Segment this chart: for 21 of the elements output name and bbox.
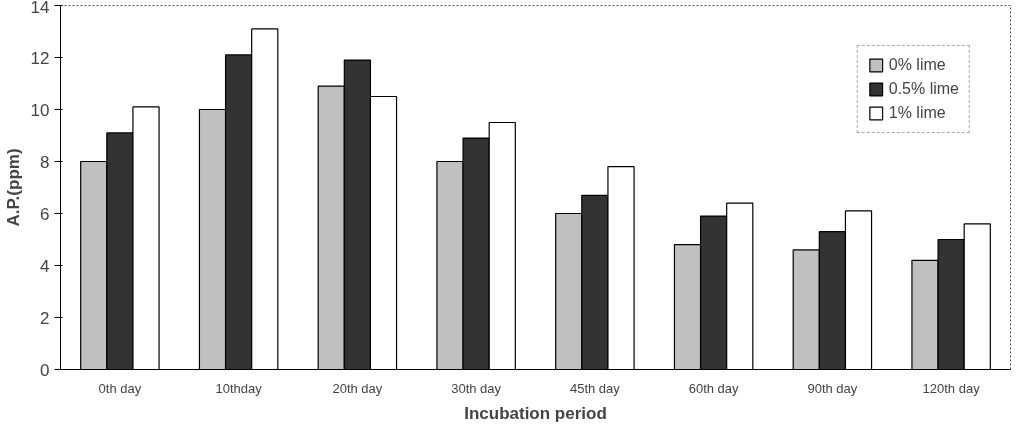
x-tick-label: 120th day bbox=[922, 380, 981, 396]
y-tick-label: 2 bbox=[40, 308, 50, 328]
legend-label: 1% lime bbox=[888, 104, 946, 122]
x-tick-label: 60th day bbox=[688, 380, 740, 396]
y-tick-label: 4 bbox=[40, 256, 50, 276]
y-tick-label: 10 bbox=[30, 100, 50, 120]
x-tick-label: 20th day bbox=[332, 380, 383, 396]
y-tick-label: 14 bbox=[30, 0, 50, 17]
x-tick-label: 10thday bbox=[215, 380, 263, 396]
y-tick-label: 8 bbox=[40, 152, 50, 172]
x-tick-label: 30th day bbox=[451, 380, 502, 396]
y-tick-label: 6 bbox=[40, 204, 50, 224]
y-axis-title: A.P.(ppm) bbox=[3, 148, 23, 227]
y-tick-label: 0 bbox=[40, 360, 50, 380]
legend-label: 0% lime bbox=[888, 56, 946, 74]
x-axis-title: Incubation period bbox=[464, 403, 607, 423]
x-tick-label: 45th day bbox=[569, 380, 621, 396]
y-tick-label: 12 bbox=[30, 48, 50, 68]
legend-label: 0.5% lime bbox=[888, 80, 959, 98]
x-tick-label: 0th day bbox=[98, 380, 142, 396]
x-tick-label: 90th day bbox=[807, 380, 858, 396]
